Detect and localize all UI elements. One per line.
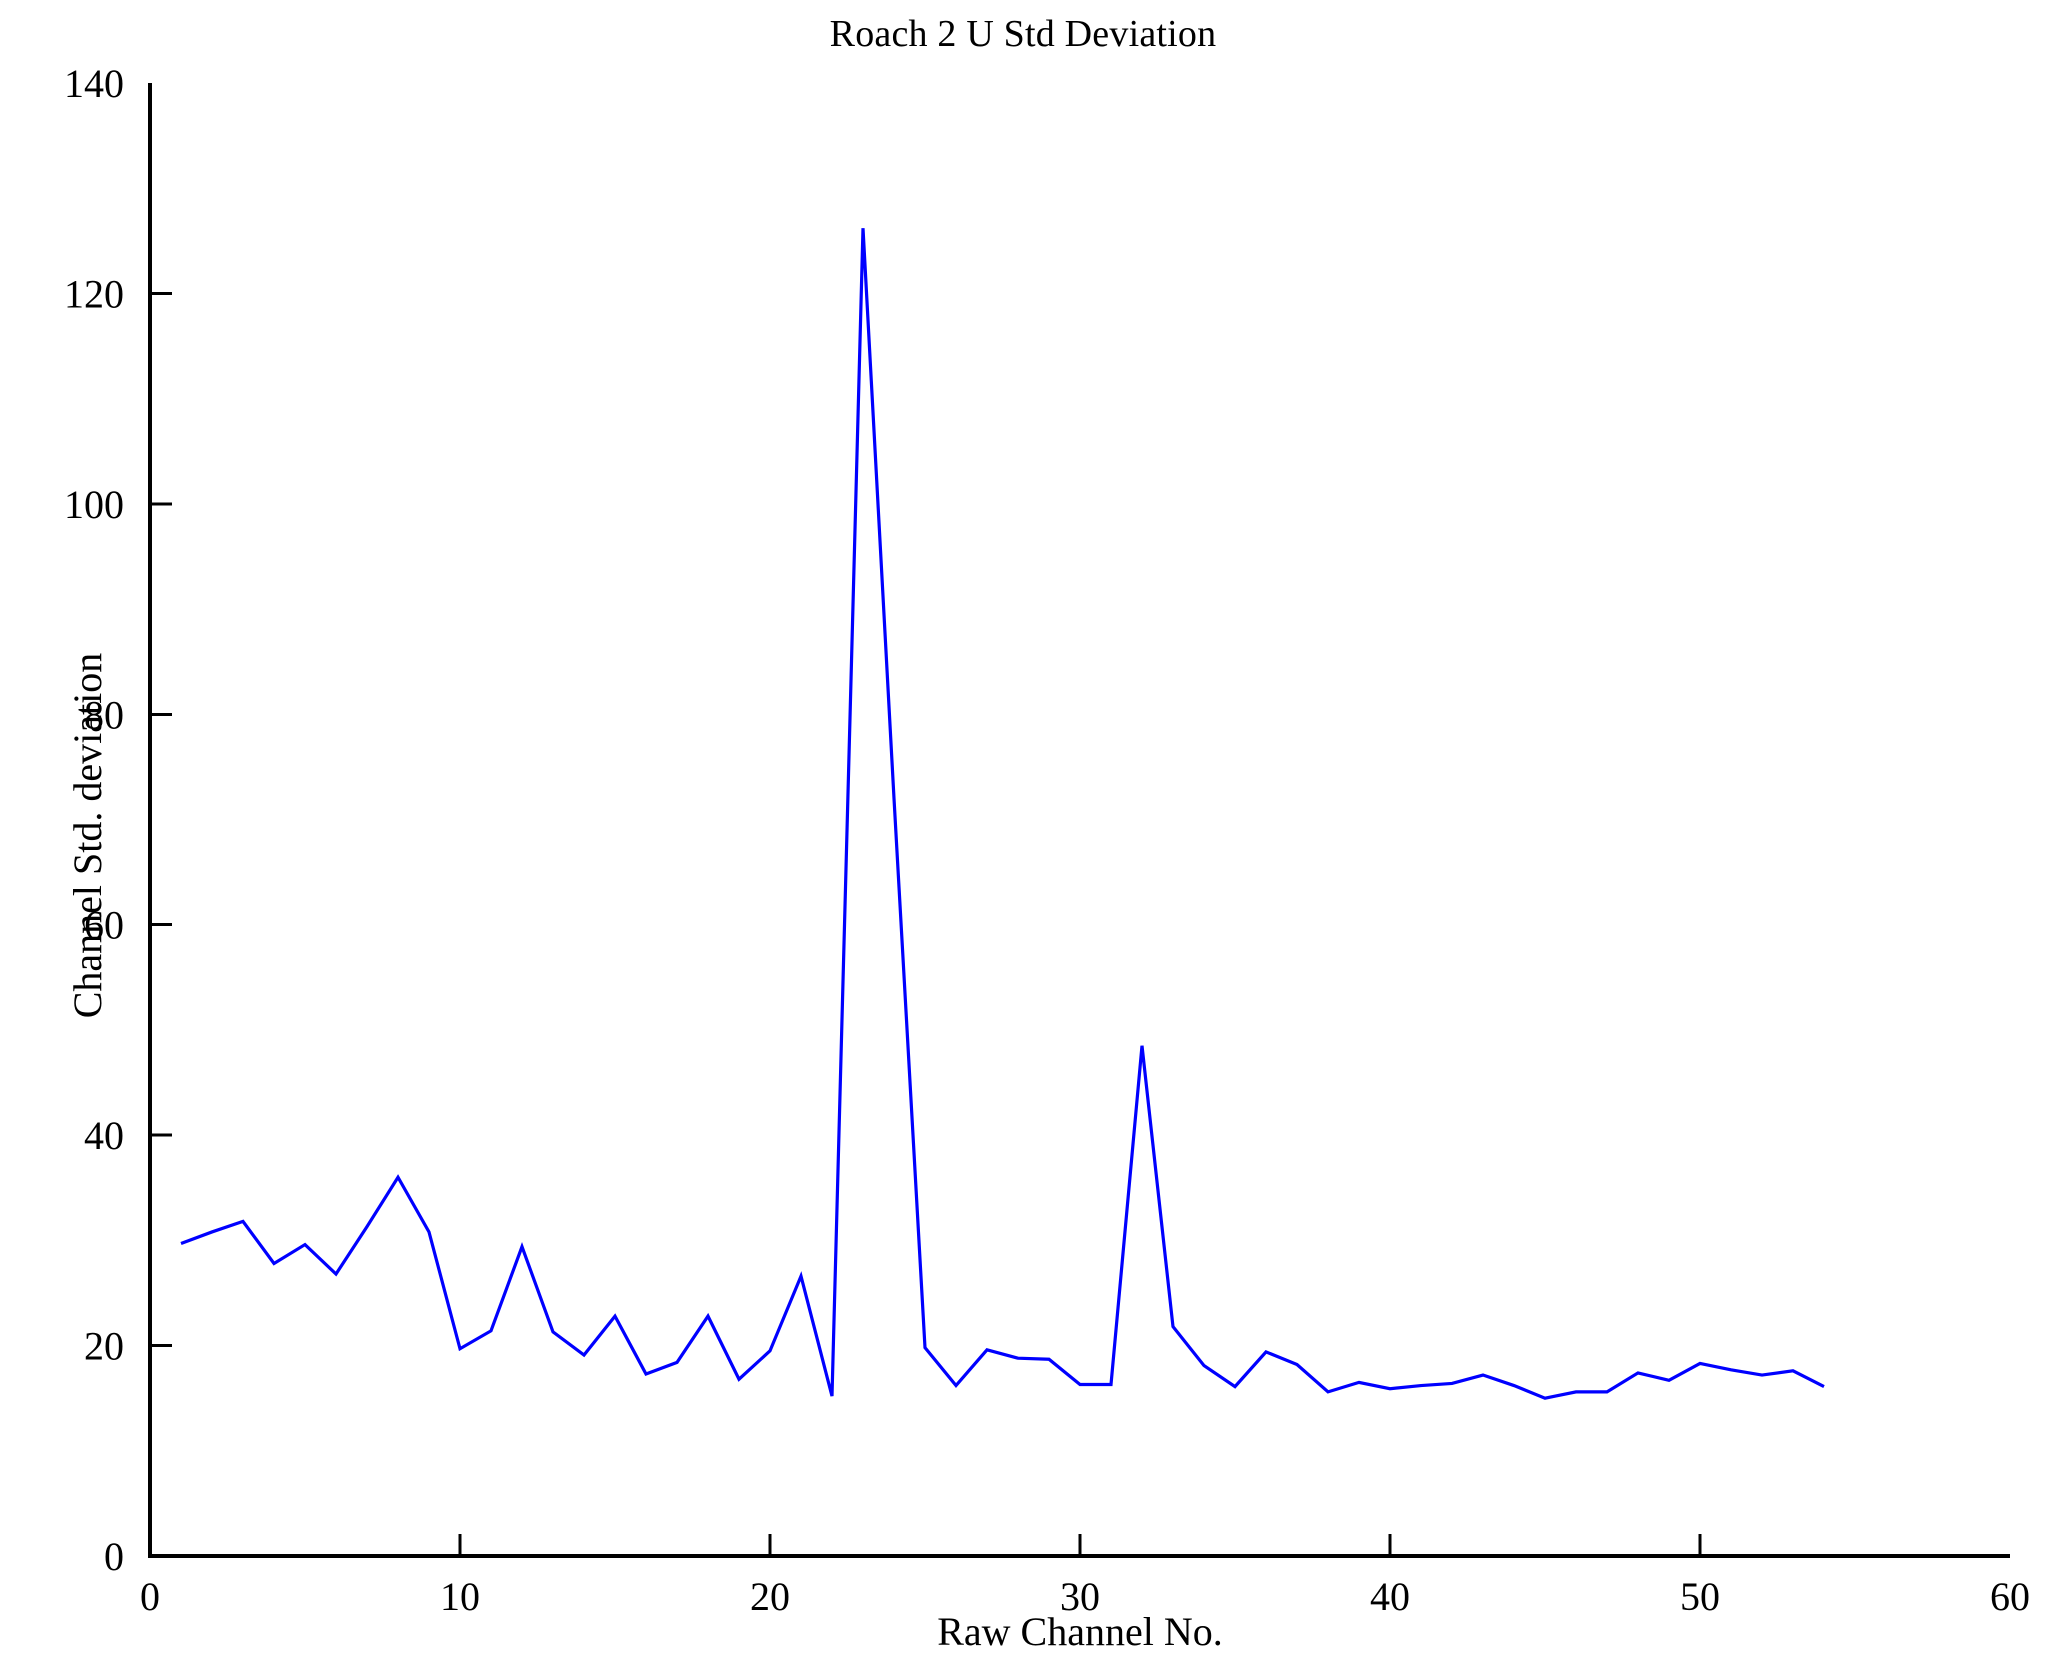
axes	[148, 83, 2010, 1558]
x-axis-label: Raw Channel No.	[937, 1609, 1223, 1654]
y-tick-label: 40	[84, 1113, 124, 1158]
y-tick-label: 20	[84, 1324, 124, 1369]
y-tick-label: 100	[64, 482, 124, 527]
y-tick-label: 120	[64, 271, 124, 316]
x-tick-label: 40	[1370, 1574, 1410, 1619]
x-tick-label: 10	[440, 1574, 480, 1619]
y-tick-label: 80	[84, 692, 124, 737]
x-tick-label: 60	[1990, 1574, 2030, 1619]
x-tick-label: 50	[1680, 1574, 1720, 1619]
data-series-group	[180, 228, 1825, 1400]
y-tick-label: 60	[84, 903, 124, 948]
y-tick-label: 0	[104, 1534, 124, 1579]
x-tick-label: 20	[750, 1574, 790, 1619]
axis-frame	[148, 83, 2010, 1558]
y-axis-ticks: 0 20 40 60 80 100 120 140	[64, 61, 172, 1579]
x-tick-label: 0	[140, 1574, 160, 1619]
x-tick-label: 30	[1060, 1574, 1100, 1619]
x-axis-ticks: 0 10 20 30 40 50 60	[140, 1534, 2030, 1619]
chart-title: Roach 2 U Std Deviation	[829, 13, 1217, 55]
y-tick-label: 140	[64, 61, 124, 106]
data-line-channel-std-deviation	[180, 228, 1825, 1400]
